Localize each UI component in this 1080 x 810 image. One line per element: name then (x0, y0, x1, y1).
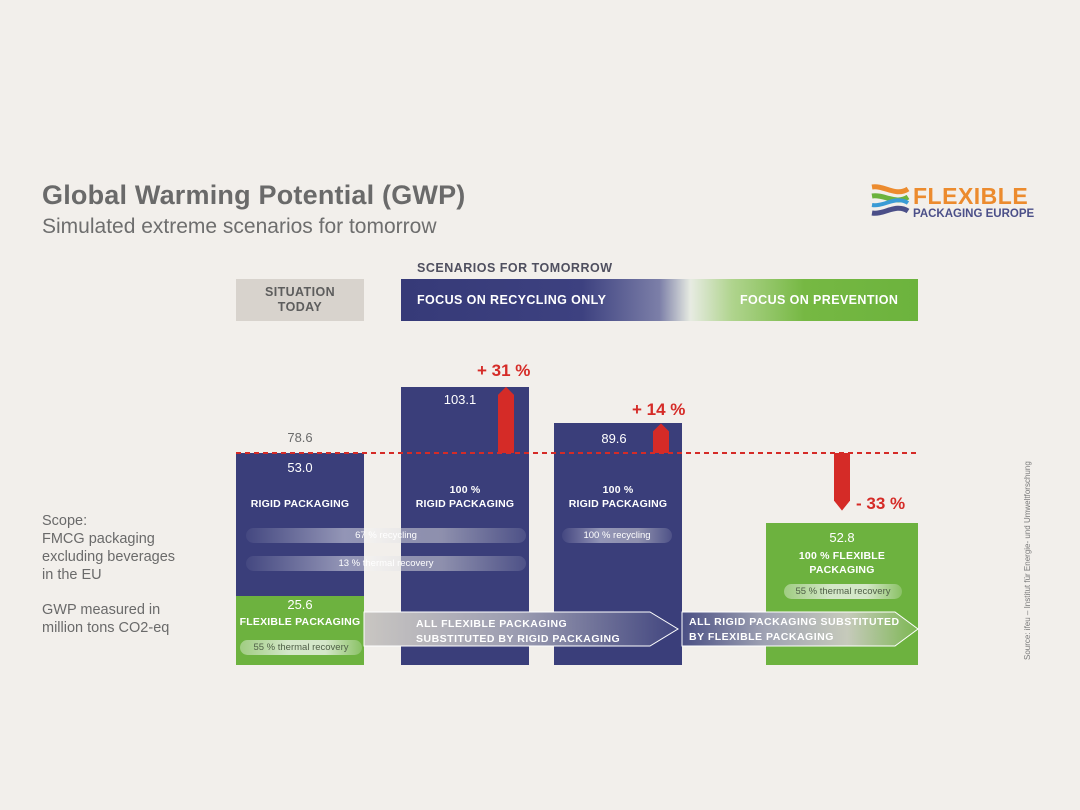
chart-subtitle: Simulated extreme scenarios for tomorrow (42, 215, 437, 238)
header-situation-today-label: SITUATION TODAY (264, 285, 336, 314)
value-label-today-rigid: 53.0 (287, 460, 313, 475)
recycling-100-pill: 100 % recycling (562, 528, 672, 543)
chart-title: Global Warming Potential (GWP) (42, 180, 466, 210)
change-label-14: + 14 % (632, 400, 686, 419)
label-recycling-1-rigid: 100 % RIGID PACKAGING (415, 484, 515, 510)
unit-note: GWP measured in million tons CO2-eq (42, 602, 170, 636)
scenarios-heading: SCENARIOS FOR TOMORROW (417, 261, 613, 275)
label-prevention-flexible: 100 % FLEXIBLE PACKAGING (798, 550, 886, 576)
substitution-text-to-flexible: ALL RIGID PACKAGING SUBSTITUTED BY FLEXI… (689, 616, 900, 643)
value-label-today-flexible: 25.6 (287, 597, 313, 612)
total-label-today: 78.6 (287, 430, 313, 445)
substitution-arrow-to-flexible (681, 611, 919, 647)
flexible-packaging-europe-logo: FLEXIBLE PACKAGING EUROPE (870, 183, 1045, 223)
thermal-13-pill: 13 % thermal recovery (246, 556, 526, 571)
label-today-flexible: FLEXIBLE PACKAGING (239, 616, 361, 628)
logo-swoosh-icon (871, 184, 910, 216)
label-today-rigid: RIGID PACKAGING (250, 498, 350, 510)
thermal-55-today-pill: 55 % thermal recovery (240, 640, 362, 655)
increase-arrow-31 (498, 386, 514, 453)
change-label-minus-33: - 33 % (856, 494, 906, 513)
bar-today-rigid (236, 453, 364, 596)
header-situation-today: SITUATION TODAY (236, 279, 364, 321)
header-focus-recycling: FOCUS ON RECYCLING ONLY (417, 293, 607, 307)
scope-note: Scope: FMCG packaging excluding beverage… (42, 513, 176, 583)
header-scenarios-band (401, 279, 918, 321)
total-label-recycling-2: 89.6 (601, 431, 627, 446)
logo-word-packaging-europe: PACKAGING EUROPE (913, 208, 1035, 220)
source-note: Source: ifeu – Institut für Energie- und… (1023, 461, 1032, 660)
increase-arrow-14 (653, 423, 669, 453)
label-recycling-2-rigid: 100 % RIGID PACKAGING (568, 484, 668, 510)
decrease-arrow-33 (834, 453, 850, 511)
substitution-arrow-to-rigid (363, 611, 679, 647)
substitution-text-to-rigid: ALL FLEXIBLE PACKAGING SUBSTITUTED BY RI… (416, 618, 621, 645)
total-label-prevention: 52.8 (829, 530, 855, 545)
thermal-55-prevention-pill: 55 % thermal recovery (784, 584, 902, 599)
header-focus-prevention: FOCUS ON PREVENTION (740, 293, 899, 307)
recycling-67-pill: 67 % recycling (246, 528, 526, 543)
change-label-31: + 31 % (477, 361, 531, 380)
total-label-recycling-1: 103.1 (443, 392, 477, 407)
logo-word-flexible: FLEXIBLE (913, 183, 1029, 209)
